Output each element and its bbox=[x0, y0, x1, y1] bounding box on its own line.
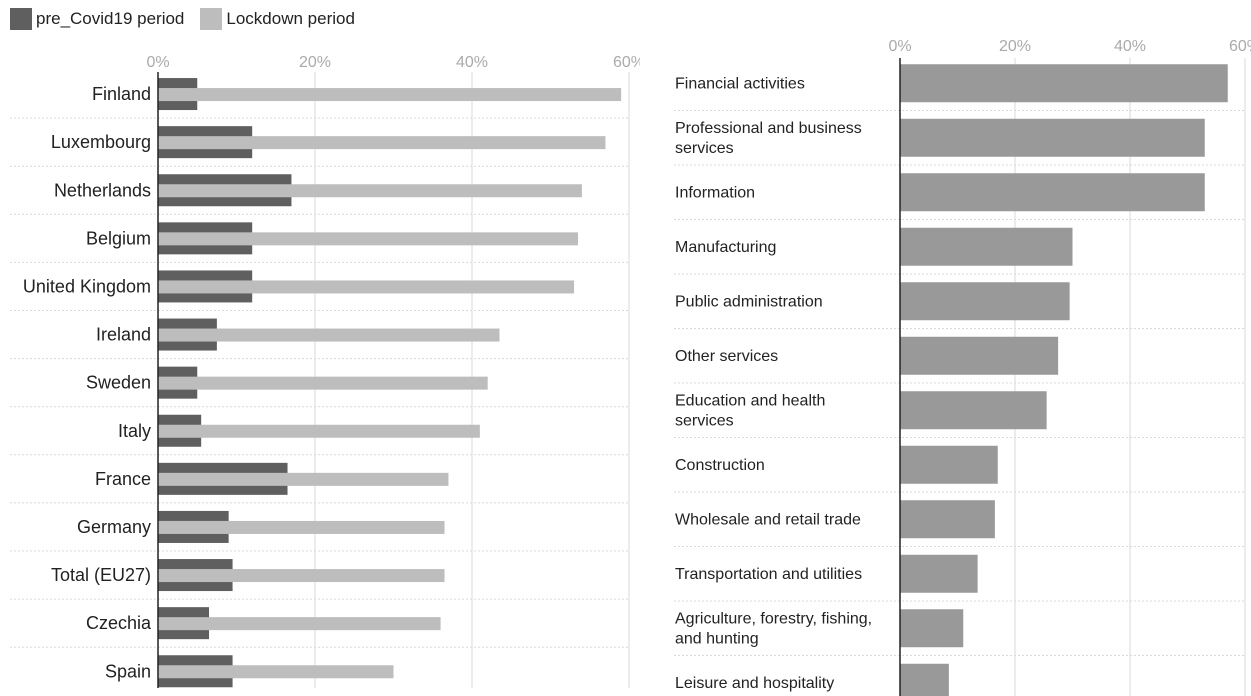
industry-chart: 0% 20% 40% 60% Financial activities Professio… bbox=[674, 38, 1251, 696]
category-label-professional-and-business-services: services bbox=[675, 140, 734, 157]
x-tick-label: 0% bbox=[888, 38, 911, 55]
x-tick-label: 40% bbox=[456, 54, 488, 71]
bar-lockdown-france bbox=[158, 472, 449, 486]
legend-swatch-pre-covid bbox=[10, 8, 32, 30]
legend: pre_Covid19 period Lockdown period bbox=[10, 8, 371, 30]
category-label-italy: Italy bbox=[118, 421, 151, 441]
x-tick-label: 20% bbox=[999, 38, 1031, 55]
bar-lockdown-ireland bbox=[158, 328, 500, 342]
category-label-construction: Construction bbox=[675, 457, 765, 474]
category-label-finland: Finland bbox=[92, 84, 151, 104]
bar-lockdown-finland bbox=[158, 88, 622, 102]
category-label-agriculture-forestry-fishing-and-hunting: and hunting bbox=[675, 630, 759, 647]
category-label-transportation-and-utilities: Transportation and utilities bbox=[675, 566, 862, 583]
category-label-financial-activities: Financial activities bbox=[675, 75, 805, 92]
category-label-czechia: Czechia bbox=[86, 613, 152, 633]
x-tick-label: 20% bbox=[299, 54, 331, 71]
legend-item-pre-covid[interactable]: pre_Covid19 period bbox=[10, 8, 184, 30]
bar-lockdown-luxembourg bbox=[158, 136, 606, 150]
category-label-united-kingdom: United Kingdom bbox=[23, 276, 151, 296]
legend-item-lockdown[interactable]: Lockdown period bbox=[200, 8, 355, 30]
bar-construction bbox=[900, 445, 998, 484]
bar-wholesale-and-retail-trade bbox=[900, 500, 995, 539]
bar-lockdown-netherlands bbox=[158, 184, 582, 198]
bar-information bbox=[900, 173, 1205, 212]
bar-professional-and-business-services bbox=[900, 118, 1205, 157]
category-label-education-and-health-services: Education and health bbox=[675, 392, 825, 409]
bar-lockdown-total-eu27 bbox=[158, 569, 445, 583]
category-label-netherlands: Netherlands bbox=[54, 180, 151, 200]
x-tick-label: 60% bbox=[613, 54, 640, 71]
category-label-sweden: Sweden bbox=[86, 373, 151, 393]
category-label-other-services: Other services bbox=[675, 348, 778, 365]
category-label-manufacturing: Manufacturing bbox=[675, 239, 776, 256]
x-tick-label: 60% bbox=[1229, 38, 1251, 55]
category-label-spain: Spain bbox=[105, 661, 151, 681]
category-label-belgium: Belgium bbox=[86, 228, 151, 248]
category-label-public-administration: Public administration bbox=[675, 293, 823, 310]
bar-other-services bbox=[900, 336, 1059, 375]
bar-transportation-and-utilities bbox=[900, 554, 978, 593]
bar-lockdown-united-kingdom bbox=[158, 280, 575, 294]
legend-label-pre-covid: pre_Covid19 period bbox=[36, 9, 185, 28]
x-tick-label: 0% bbox=[146, 54, 169, 71]
bar-lockdown-italy bbox=[158, 424, 480, 438]
bar-lockdown-spain bbox=[158, 665, 394, 679]
category-label-ireland: Ireland bbox=[96, 325, 151, 345]
bar-lockdown-sweden bbox=[158, 376, 488, 390]
legend-swatch-lockdown bbox=[200, 8, 223, 30]
bar-education-and-health-services bbox=[900, 391, 1047, 430]
category-label-education-and-health-services: services bbox=[675, 412, 734, 429]
category-label-total-eu27: Total (EU27) bbox=[51, 565, 151, 585]
category-label-professional-and-business-services: Professional and business bbox=[675, 120, 862, 137]
bar-leisure-and-hospitality bbox=[900, 663, 949, 696]
legend-label-lockdown: Lockdown period bbox=[226, 9, 355, 28]
bar-agriculture-forestry-fishing-and-hunting bbox=[900, 609, 964, 648]
country-chart: 0% 20% 40% 60% Finland Luxembourg Netherlands B… bbox=[10, 54, 640, 688]
category-label-agriculture-forestry-fishing-and-hunting: Agriculture, forestry, fishing, bbox=[675, 610, 872, 627]
category-label-germany: Germany bbox=[77, 517, 151, 537]
bar-lockdown-czechia bbox=[158, 617, 441, 631]
category-label-wholesale-and-retail-trade: Wholesale and retail trade bbox=[675, 511, 861, 528]
bar-financial-activities bbox=[900, 64, 1228, 103]
category-label-france: France bbox=[95, 469, 151, 489]
category-label-luxembourg: Luxembourg bbox=[51, 132, 151, 152]
category-label-information: Information bbox=[675, 184, 755, 201]
category-label-leisure-and-hospitality: Leisure and hospitality bbox=[675, 675, 834, 692]
bar-public-administration bbox=[900, 282, 1070, 321]
bar-lockdown-belgium bbox=[158, 232, 578, 246]
bar-manufacturing bbox=[900, 227, 1073, 266]
bar-lockdown-germany bbox=[158, 520, 445, 534]
x-tick-label: 40% bbox=[1114, 38, 1146, 55]
